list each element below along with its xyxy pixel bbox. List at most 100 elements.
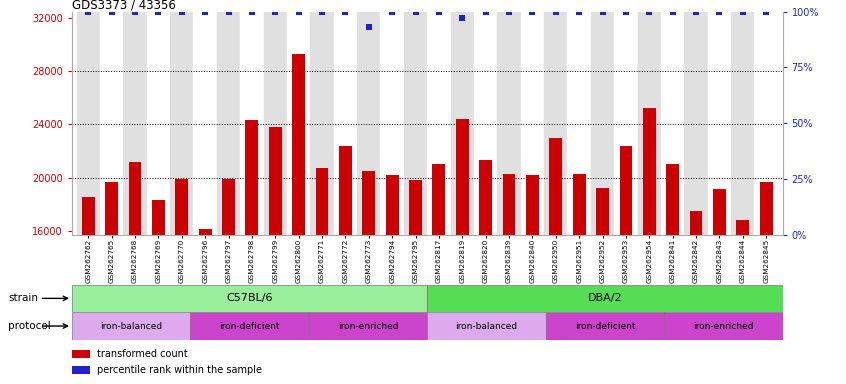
Bar [544,12,568,235]
Point [292,8,305,15]
Text: transformed count: transformed count [96,349,188,359]
Text: iron-enriched: iron-enriched [338,321,398,331]
Bar [124,12,146,235]
Bar [404,12,427,235]
Point [760,8,773,15]
Point [409,8,422,15]
Text: C57BL/6: C57BL/6 [227,293,272,303]
Bar [194,12,217,235]
Bar [245,121,258,384]
Point [105,8,118,15]
Bar [310,12,333,235]
Point [455,15,469,21]
Bar [474,12,497,235]
Bar [760,182,772,384]
Bar [222,179,235,384]
Point [525,8,539,15]
Bar [381,12,404,235]
Bar [503,174,515,384]
Text: iron-balanced: iron-balanced [100,321,162,331]
Bar [427,12,451,235]
Bar [105,182,118,384]
Bar [755,12,777,235]
Bar [292,54,305,384]
Bar [591,12,614,235]
Bar [614,12,638,235]
Bar [72,351,90,358]
Point [736,8,750,15]
Bar [152,200,165,384]
Bar [546,312,664,340]
Bar [456,119,469,384]
Bar [568,12,591,235]
Bar [619,146,632,384]
Bar [362,171,376,384]
Text: iron-deficient: iron-deficient [574,321,635,331]
Bar [77,12,100,235]
Bar [175,179,188,384]
Text: percentile rank within the sample: percentile rank within the sample [96,365,261,375]
Bar [72,366,90,374]
Bar [100,12,124,235]
Point [596,8,609,15]
Bar [479,160,492,384]
Bar [549,138,563,384]
Bar [146,12,170,235]
Bar [309,312,427,340]
Point [689,8,703,15]
Bar [521,12,544,235]
Bar [269,127,282,384]
Text: protocol: protocol [8,321,52,331]
Bar [427,312,546,340]
Bar [661,12,684,235]
Bar [82,197,95,384]
Bar [731,12,755,235]
Bar [190,312,309,340]
Bar [72,285,427,312]
Bar [333,12,357,235]
Point [503,8,516,15]
Point [619,8,633,15]
Bar [713,189,726,384]
Text: iron-enriched: iron-enriched [693,321,754,331]
Bar [664,312,783,340]
Point [245,8,259,15]
Point [362,24,376,30]
Point [151,8,165,15]
Bar [287,12,310,235]
Bar [596,188,609,384]
Bar [170,12,194,235]
Bar [526,175,539,384]
Point [175,8,189,15]
Bar [497,12,521,235]
Bar [339,146,352,384]
Point [386,8,399,15]
Text: DBA/2: DBA/2 [588,293,622,303]
Bar [573,174,585,384]
Bar [689,211,702,384]
Bar [667,164,679,384]
Bar [199,229,212,384]
Bar [72,312,190,340]
Point [222,8,235,15]
Bar [684,12,708,235]
Text: strain: strain [8,293,38,303]
Bar [357,12,381,235]
Bar [736,220,750,384]
Bar [129,162,141,384]
Text: iron-deficient: iron-deficient [219,321,280,331]
Text: GDS3373 / 43356: GDS3373 / 43356 [72,0,176,12]
Point [198,8,212,15]
Point [573,8,586,15]
Bar [264,12,287,235]
Bar [240,12,264,235]
Bar [409,180,422,384]
Bar [643,108,656,384]
Point [479,8,492,15]
Point [549,8,563,15]
Bar [217,12,240,235]
Point [712,8,726,15]
Bar [316,168,328,384]
Bar [708,12,731,235]
Point [338,8,352,15]
